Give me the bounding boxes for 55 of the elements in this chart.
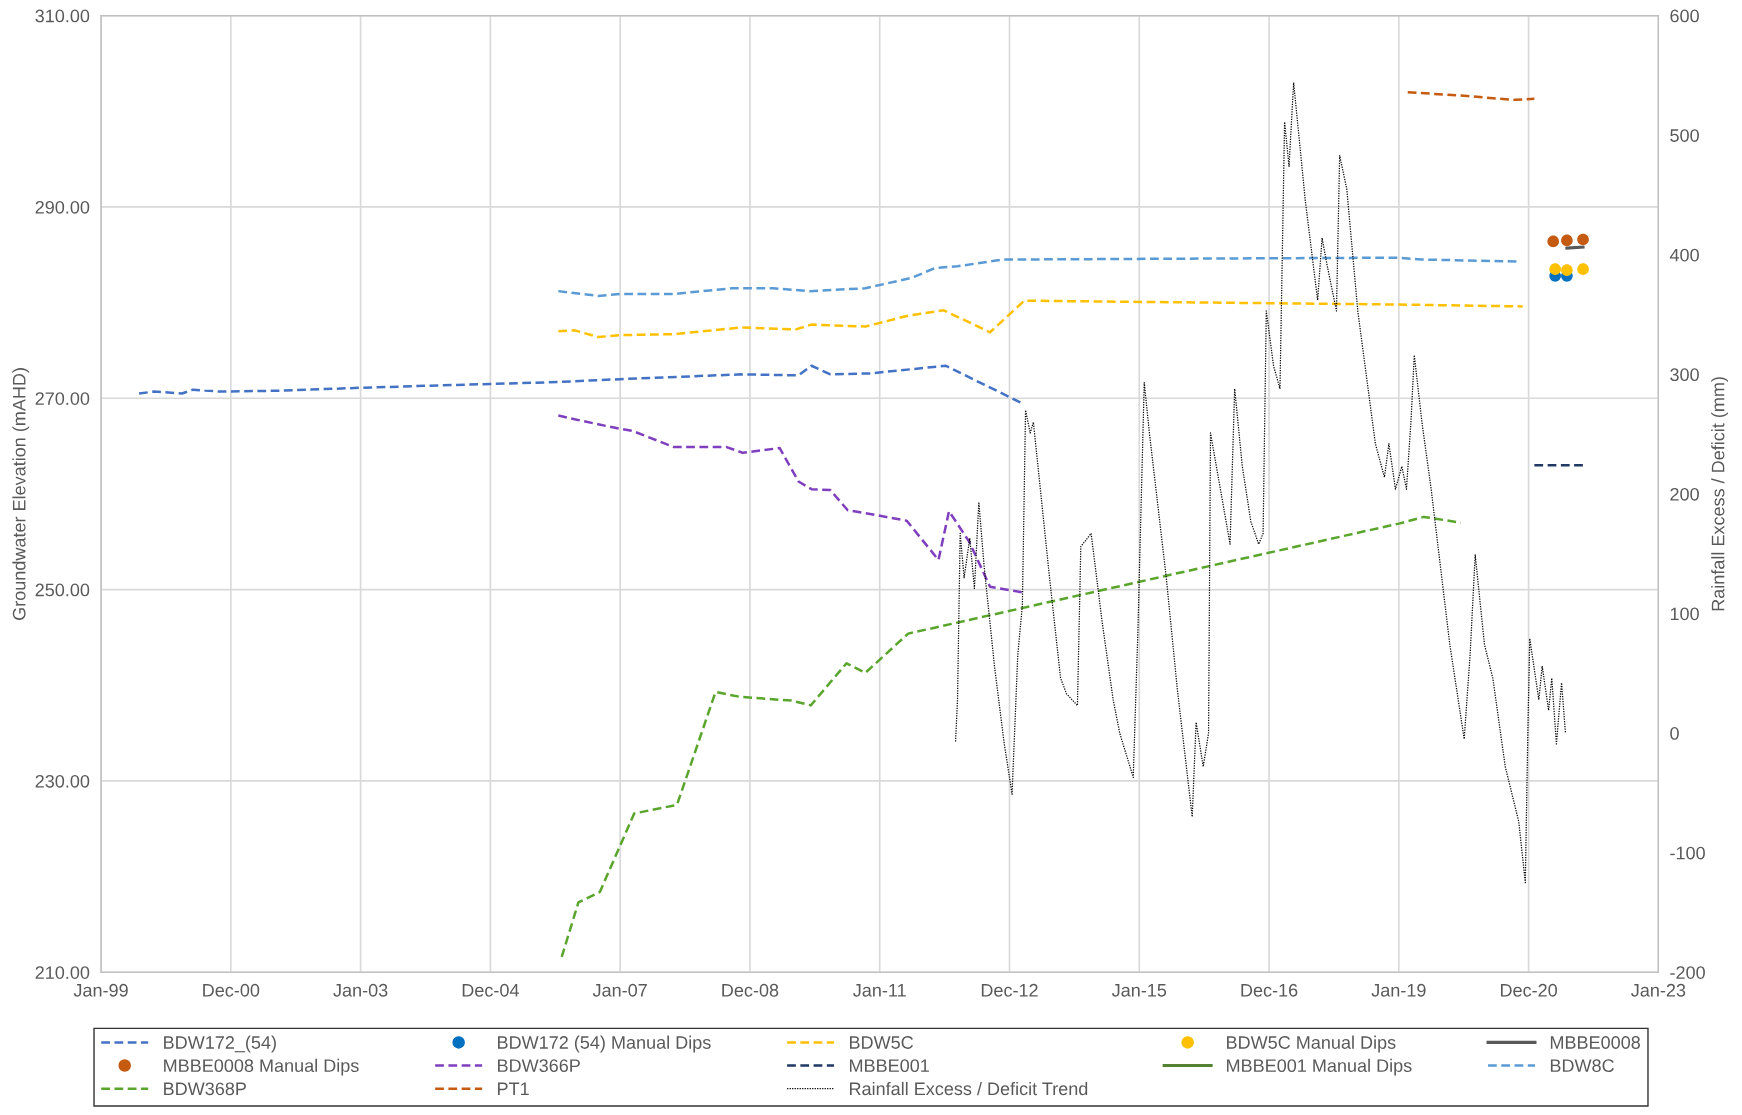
legend-label: BDW172_(54) xyxy=(164,1035,276,1053)
legend-label: BDW366P xyxy=(498,1059,580,1073)
y2-tick-label: 600 xyxy=(1670,9,1699,23)
line-series xyxy=(560,515,1463,959)
legend-label: PT1 xyxy=(498,1082,529,1095)
line-series xyxy=(557,299,1524,339)
y2-axis-title: Rainfall Excess / Deficit (mm) xyxy=(1711,377,1729,611)
y-tick-label: 290.00 xyxy=(35,200,90,214)
line-series xyxy=(557,414,1025,594)
y2-tick-label: -200 xyxy=(1670,966,1705,979)
point xyxy=(1561,264,1573,276)
legend-label: MBBE001 Manual Dips xyxy=(1227,1058,1412,1076)
x-tick-label: Dec-00 xyxy=(203,983,260,997)
point xyxy=(1561,234,1573,247)
legend-label: BDW5C Manual Dips xyxy=(1227,1035,1396,1053)
y-tick-label: 270.00 xyxy=(35,392,90,405)
x-tick-label: Jan-11 xyxy=(853,984,906,997)
legend-label: BDW8C xyxy=(1550,1059,1614,1073)
line-series xyxy=(137,364,1023,405)
y-axis-title: Groundwater Elevation (mAHD) xyxy=(12,368,30,620)
y2-tick-label: 300 xyxy=(1670,368,1699,382)
y2-tick-label: 200 xyxy=(1670,487,1699,501)
legend-label: MBBE001 xyxy=(849,1059,929,1073)
line-series xyxy=(954,81,1567,884)
legend-label: BDW172 (54) Manual Dips xyxy=(498,1035,711,1053)
line-series xyxy=(1406,90,1536,102)
x-tick-label: Jan-15 xyxy=(1111,984,1167,997)
y2-tick-label: 400 xyxy=(1669,248,1699,262)
y-tick-label: 210.00 xyxy=(35,966,90,979)
y2-tick-label: 100 xyxy=(1670,607,1699,621)
x-tick-label: Jan-23 xyxy=(1631,983,1686,997)
y2-tick-label: 0 xyxy=(1670,727,1679,740)
x-tick-label: Jan-03 xyxy=(333,983,388,997)
x-tick-label: Dec-16 xyxy=(1241,983,1298,997)
legend-label: MBBE0008 Manual Dips xyxy=(164,1058,359,1076)
x-tick-label: Dec-20 xyxy=(1500,983,1557,997)
y-tick-label: 250.00 xyxy=(35,583,90,597)
x-tick-label: Dec-08 xyxy=(722,983,779,997)
legend-label: BDW368P xyxy=(164,1082,246,1096)
x-tick-label: Jan-99 xyxy=(73,983,128,997)
y-tick-label: 310.00 xyxy=(35,9,90,23)
y2-tick-label: 500 xyxy=(1670,129,1699,142)
x-tick-label: Jan-19 xyxy=(1371,983,1426,997)
x-tick-label: Dec-12 xyxy=(981,983,1038,997)
legend-label: BDW5C xyxy=(849,1036,914,1049)
legend-label: Rainfall Excess / Deficit Trend xyxy=(849,1081,1088,1096)
point xyxy=(1549,263,1561,275)
y-tick-label: 230.00 xyxy=(35,774,90,788)
x-tick-label: Jan-07 xyxy=(592,983,647,997)
point xyxy=(1577,233,1589,246)
point xyxy=(1577,263,1589,275)
legend-label: MBBE0008 xyxy=(1550,1036,1640,1049)
point xyxy=(1547,235,1560,248)
x-tick-label: Dec-04 xyxy=(462,983,519,997)
y2-tick-label: -100 xyxy=(1670,846,1705,860)
